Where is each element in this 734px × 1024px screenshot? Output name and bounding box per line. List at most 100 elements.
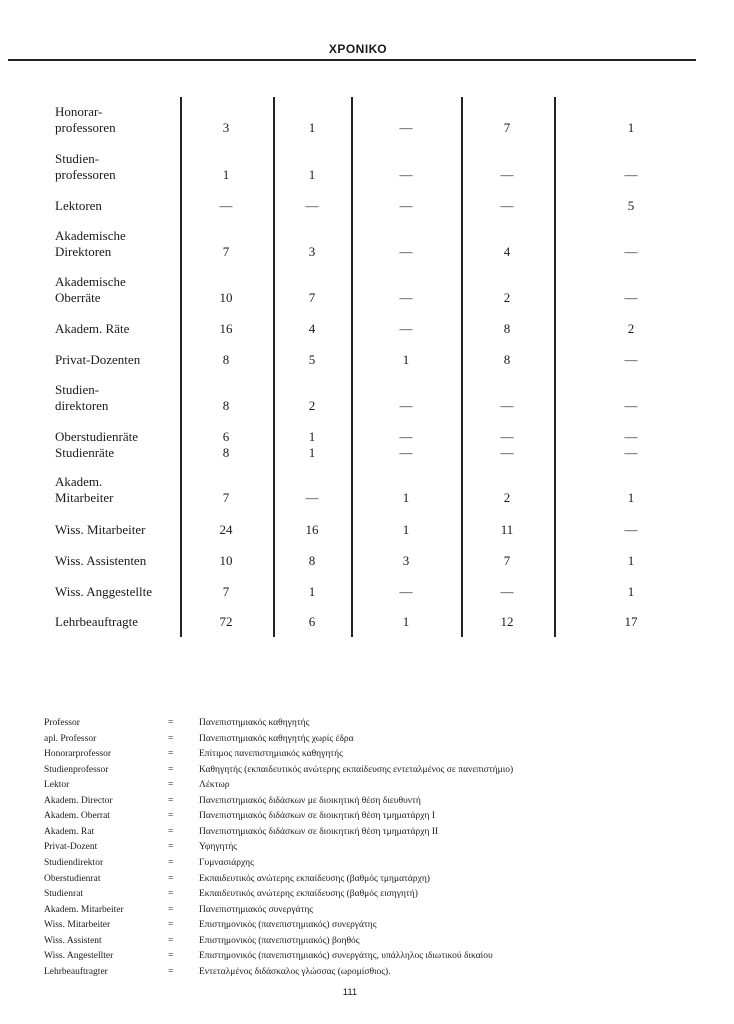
table-row: Akadem. Mitarbeiter 7 — 1 2 1 — [0, 446, 734, 506]
table-cell: — — [399, 244, 413, 259]
table-row: Wiss. Mitarbeiter 24 16 1 11— — [0, 478, 734, 538]
table-cell: 2 — [627, 321, 635, 336]
glossary-equals: = — [168, 826, 174, 837]
table-cell: 7 — [503, 553, 511, 568]
table-cell: 1 — [308, 120, 316, 135]
table-cell: 11 — [500, 522, 514, 537]
table-row: Studienräte 8 1— — — — [0, 401, 734, 461]
row-label: Lektoren — [55, 198, 102, 213]
glossary-equals: = — [168, 873, 174, 884]
glossary-equals: = — [168, 935, 174, 946]
table-cell: — — [624, 445, 638, 460]
glossary-equals: = — [168, 904, 174, 915]
row-label: Privat-Dozenten — [55, 352, 141, 367]
table-row: Oberstudienräte 6 1 — — — — [0, 385, 734, 445]
table-row: Lektoren — — — — 5 — [0, 154, 734, 214]
glossary-term: Lektor — [44, 780, 70, 791]
table-cell: 8 — [308, 553, 316, 568]
table-cell: 7 — [222, 244, 230, 259]
glossary-term: Wiss. Mitarbeiter — [44, 920, 111, 931]
glossary-definition: Καθηγητής (εκπαιδευτικός ανώτερης εκπαίδ… — [199, 764, 514, 775]
table-cell: — — [305, 198, 319, 213]
table-cell: — — [624, 244, 638, 259]
table-cell: 1 — [402, 352, 410, 367]
row-label: Studien- professoren — [55, 151, 116, 182]
glossary-equals: = — [168, 764, 174, 775]
table-cell: 1 — [308, 429, 316, 444]
row-label: Lehrbeauftragte — [55, 614, 139, 629]
glossary-definition: Επιστημονικός (πανεπιστημιακός) συνεργάτ… — [199, 951, 493, 962]
table-cell: 16 — [305, 522, 319, 537]
table-cell: 3 — [308, 244, 316, 259]
table-cell: — — [399, 198, 413, 213]
table-row: Wiss. Anggestellte 7 1 — — 1 — [0, 540, 734, 600]
row-label: Oberstudienräte — [55, 429, 139, 444]
glossary-term: Lehrbeauftragter — [44, 966, 108, 977]
table-cell: — — [500, 429, 514, 444]
glossary-equals: = — [168, 920, 174, 931]
row-label: Studien- direktoren — [55, 382, 109, 413]
glossary-definition: Υφηγητής — [199, 842, 238, 853]
column-divider — [461, 97, 463, 637]
table-cell: — — [219, 198, 233, 213]
table-cell: 24 — [219, 522, 233, 537]
column-divider — [351, 97, 353, 637]
glossary-term: Oberstudienrat — [44, 873, 101, 884]
glossary-definition: Εκπαιδευτικός ανώτερης εκπαίδευσης (βαθμ… — [199, 889, 418, 900]
table-cell: 7 — [503, 120, 511, 135]
table-cell: 2 — [308, 398, 316, 413]
table-cell: 7 — [308, 290, 316, 305]
glossary-term: Professor — [44, 718, 80, 728]
table-row: Privat-Dozenten 8 5 1 8 — — [0, 308, 734, 368]
glossary-term: Honorarprofessor — [44, 749, 112, 760]
glossary-definition: Πανεπιστημιακός καθηγητής χωρίς έδρα — [199, 733, 354, 744]
glossary-equals: = — [168, 857, 174, 868]
table-cell: — — [500, 398, 514, 413]
column-divider — [180, 97, 182, 637]
column-divider — [554, 97, 556, 637]
table-cell: 16 — [219, 321, 233, 336]
glossary-definition: Πανεπιστημιακός καθηγητής — [199, 718, 310, 728]
table-row: Wiss. Assistenten 10 8 3 7 1 — [0, 509, 734, 569]
table-cell: 1 — [627, 120, 635, 135]
table-cell: — — [624, 398, 638, 413]
glossary-equals: = — [168, 733, 174, 744]
glossary-equals: = — [168, 889, 174, 900]
glossary-term: Studiendirektor — [44, 857, 104, 868]
row-label: Studienräte — [55, 445, 115, 460]
glossary-term: apl. Professor — [44, 733, 97, 744]
table-cell: 1 — [308, 584, 316, 599]
table-row: Lehrbeauftragte 72 6 1 12 17 — [0, 570, 734, 630]
table-row: Akademische Oberräte 10 7 — 2 — — [0, 246, 734, 306]
glossary-definition: Λέκτωρ — [199, 780, 230, 791]
header-rule — [8, 59, 696, 61]
glossary-definition: Γυμνασιάρχης — [199, 857, 254, 868]
table-cell: — — [500, 198, 514, 213]
table-cell: 1 — [402, 614, 410, 629]
row-label: Akademische Direktoren — [55, 228, 126, 259]
table-cell: 8 — [222, 398, 230, 413]
table-cell: 1 — [402, 490, 410, 505]
glossary-definition: Εκπαιδευτικός ανώτερης εκπαίδευσης (βαθμ… — [199, 873, 430, 884]
glossary-term: Privat-Dozent — [44, 842, 98, 853]
table-cell: 1 — [402, 522, 410, 537]
table-cell: — — [399, 584, 413, 599]
table-cell: — — [399, 290, 413, 305]
table-cell: — — [399, 398, 413, 413]
glossary-equals: = — [168, 749, 174, 760]
table-cell: 2 — [503, 490, 511, 505]
table-cell: 10 — [219, 290, 233, 305]
table-cell: 1 — [308, 167, 316, 182]
table-cell: — — [624, 429, 638, 444]
table-cell: — — [500, 445, 514, 460]
table-cell: 5 — [627, 198, 635, 213]
glossary-definition: Πανεπιστημιακός διδάσκων σε διοικητική θ… — [199, 811, 436, 822]
table-cell: — — [399, 120, 413, 135]
table-cell: 12 — [500, 614, 514, 629]
table-cell: — — [399, 321, 413, 336]
table-cell: 10 — [219, 553, 233, 568]
table-cell: — — [500, 584, 514, 599]
glossary-equals: = — [168, 718, 174, 728]
glossary-equals: = — [168, 951, 174, 962]
glossary-term: Studienprofessor — [44, 764, 109, 775]
